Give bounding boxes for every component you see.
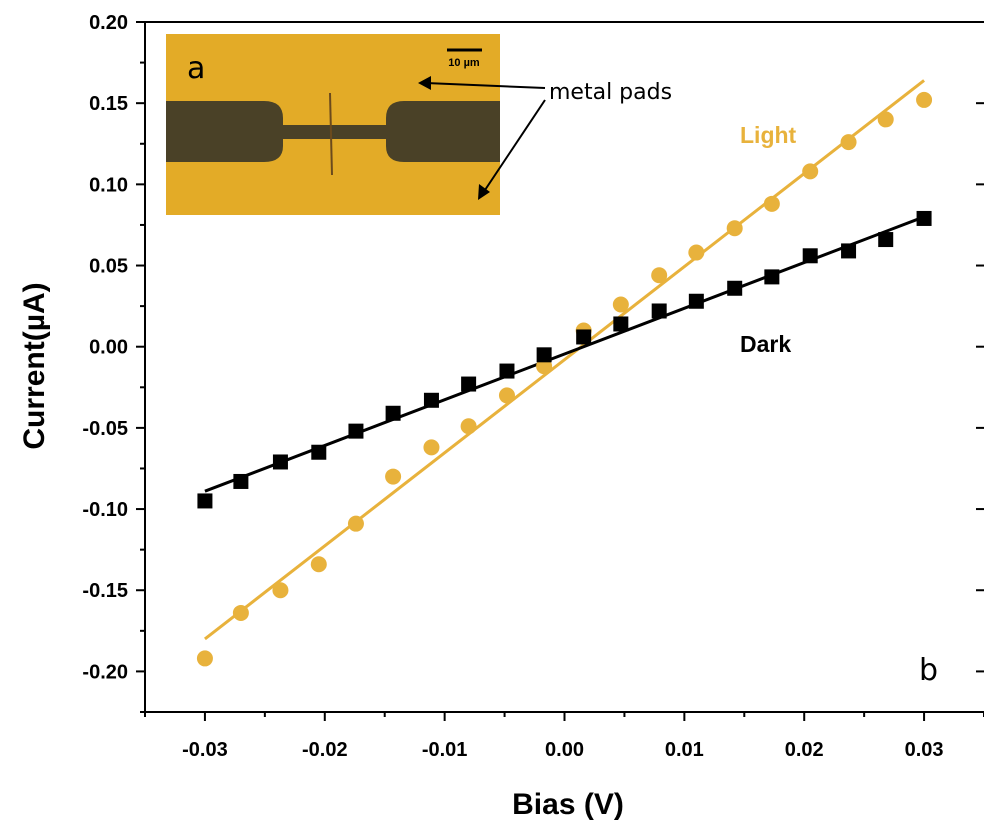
light-data-point [877, 111, 894, 128]
dark-data-point [536, 347, 552, 363]
inset-panel-label: a [187, 51, 205, 86]
x-tick-label: 0.03 [905, 739, 944, 761]
light-data-point [802, 163, 819, 180]
light-data-point [916, 91, 933, 108]
dark-data-point [461, 376, 477, 392]
y-tick-label: -0.20 [82, 661, 128, 683]
dark-data-point [878, 232, 894, 248]
y-tick-label: 0.00 [89, 337, 128, 359]
x-tick-label: -0.01 [422, 739, 468, 761]
dark-data-point [197, 493, 213, 509]
dark-data-point [272, 454, 288, 470]
light-data-point [726, 220, 743, 237]
y-tick-label: 0.05 [89, 256, 128, 278]
light-data-point [385, 468, 402, 485]
inset-micrograph: 10 µm a [166, 34, 500, 215]
annotation-label: metal pads [549, 80, 672, 105]
light-data-point [196, 650, 213, 667]
inset-metal-pad-shape [166, 101, 500, 162]
light-data-point [423, 439, 440, 456]
dark-data-point [802, 248, 818, 264]
series-label-dark: Dark [740, 331, 791, 357]
dark-data-point [576, 329, 592, 345]
light-data-point [651, 267, 668, 284]
axes: -0.03 -0.02 -0.01 0.00 0.01 0.02 0.03 -0.20 -0.1… [82, 12, 984, 761]
light-data-point [688, 244, 705, 261]
x-tick-label: 0.02 [785, 739, 824, 761]
dark-data-point [499, 363, 515, 379]
inset-nanowire [329, 92, 333, 176]
light-data-point [763, 195, 780, 212]
y-tick-label: -0.10 [82, 499, 128, 521]
y-tick-label: -0.15 [82, 580, 128, 602]
light-data-point [498, 387, 515, 404]
light-data-point [232, 604, 249, 621]
dark-data-point [385, 405, 401, 421]
dark-data-point [727, 280, 743, 296]
metal-pads-annotation: metal pads [418, 76, 672, 200]
x-tick-label: 0.00 [545, 739, 584, 761]
x-tick-label: -0.02 [302, 739, 348, 761]
light-data-point [347, 515, 364, 532]
light-data-point [310, 556, 327, 573]
dark-data-point [423, 392, 439, 408]
annotation-arrowhead-lower [478, 184, 490, 200]
x-tick-label: -0.03 [182, 739, 228, 761]
x-axis-title: Bias (V) [512, 788, 624, 821]
y-tick-label: 0.20 [89, 12, 128, 34]
dark-data-point [764, 269, 780, 285]
inset-scale-label: 10 µm [448, 57, 480, 69]
light-data-point [612, 296, 629, 313]
data-points [196, 91, 933, 667]
dark-data-point [916, 210, 932, 226]
dark-data-point [311, 444, 327, 460]
y-tick-label: -0.05 [82, 418, 128, 440]
dark-data-point [233, 473, 249, 489]
dark-data-point [613, 316, 629, 332]
dark-data-point [651, 303, 667, 319]
light-data-point [840, 134, 857, 151]
dark-data-point [841, 243, 857, 259]
annotation-arrowhead-upper [418, 76, 431, 90]
y-tick-label: 0.10 [89, 174, 128, 196]
annotation-arrow-upper [425, 82, 546, 89]
series-label-light: Light [740, 122, 797, 148]
light-data-point [460, 418, 477, 435]
light-data-point [272, 582, 289, 599]
y-tick-label: 0.15 [89, 93, 128, 115]
x-tick-label: 0.01 [665, 739, 704, 761]
annotation-arrow-lower [482, 99, 546, 194]
dark-data-point [688, 293, 704, 309]
panel-label-b: b [919, 653, 938, 688]
y-axis-title: Current(µA) [18, 282, 51, 449]
dark-data-point [348, 423, 364, 439]
